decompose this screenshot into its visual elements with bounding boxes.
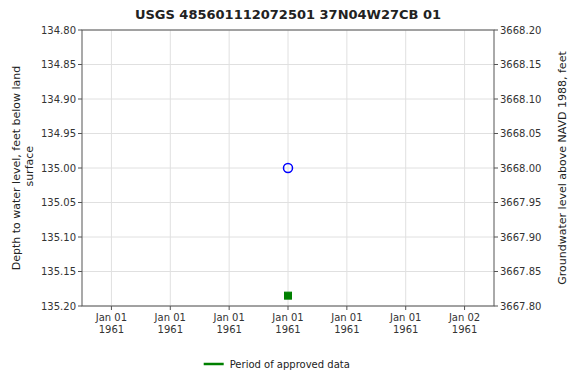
tick-label: 135.00 [41, 163, 76, 174]
tick [78, 133, 82, 134]
tick [288, 306, 289, 310]
grid-line [405, 30, 406, 306]
tick-label: 3668.05 [500, 128, 541, 139]
grid-line [346, 30, 347, 306]
tick [111, 306, 112, 310]
tick-label: 3667.95 [500, 197, 541, 208]
tick [494, 271, 498, 272]
tick [78, 64, 82, 65]
legend-label: Period of approved data [230, 359, 350, 370]
tick [494, 133, 498, 134]
tick [78, 202, 82, 203]
tick-label: Jan 011961 [330, 312, 362, 335]
tick [494, 99, 498, 100]
tick-label: 135.05 [41, 197, 76, 208]
tick [78, 237, 82, 238]
tick-label: 134.90 [41, 94, 76, 105]
tick [464, 306, 465, 310]
tick-label: 134.85 [41, 59, 76, 70]
tick-label: Jan 011961 [389, 312, 421, 335]
grid-line [464, 30, 465, 306]
marks [284, 164, 293, 300]
tick-label: 3668.00 [500, 163, 541, 174]
tick-label: 135.10 [41, 232, 76, 243]
tick-label: 134.95 [41, 128, 76, 139]
title: USGS 485601112072501 37N04W27CB 01 [135, 7, 441, 22]
axis-label: Groundwater level above NAVD 1988, feet [556, 51, 569, 285]
tick [494, 202, 498, 203]
tick [494, 306, 498, 307]
point [284, 164, 293, 173]
tick [78, 30, 82, 31]
tick [229, 306, 230, 310]
tick [494, 237, 498, 238]
tick [78, 271, 82, 272]
tick-label: 134.80 [41, 25, 76, 36]
tick-label: 3667.80 [500, 301, 541, 312]
tick-label: Jan 011961 [154, 312, 186, 335]
tick-label: 3668.15 [500, 59, 541, 70]
tick-label: Jan 011961 [212, 312, 244, 335]
tick-label: Jan 021961 [448, 312, 480, 335]
tick [78, 168, 82, 169]
x-axis: Jan 011961 Jan 011961 Jan 011961 Jan 011961… [95, 306, 480, 335]
tick [494, 30, 498, 31]
chart: 134.80 134.85 134.90 134.95 135.00 135.05 135.… [0, 0, 576, 384]
tick [78, 99, 82, 100]
tick-label: Jan 011961 [95, 312, 127, 335]
tick-label: 3668.20 [500, 25, 541, 36]
y2-axis: 3667.80 3667.85 3667.90 3667.95 3668.00 3668.… [494, 25, 541, 312]
legend-swatch [204, 363, 224, 366]
tick [494, 168, 498, 169]
tick [494, 64, 498, 65]
tick-label: 135.15 [41, 266, 76, 277]
tick [405, 306, 406, 310]
tick-label: Jan 011961 [271, 312, 303, 335]
tick-label: 135.20 [41, 301, 76, 312]
tick-label: 3667.85 [500, 266, 541, 277]
plot-frame [82, 30, 494, 306]
tick [170, 306, 171, 310]
point [285, 292, 292, 299]
tick [78, 306, 82, 307]
tick-label: 3667.90 [500, 232, 541, 243]
grid [82, 30, 494, 306]
grid-line [170, 30, 171, 306]
tick [346, 306, 347, 310]
axis-label: Depth to water level, feet below land su… [10, 66, 36, 271]
legend: Period of approved data [204, 359, 350, 370]
grid-line [229, 30, 230, 306]
y-axis: 134.80 134.85 134.90 134.95 135.00 135.05 135.… [41, 25, 82, 312]
grid-line [111, 30, 112, 306]
grid-line [288, 30, 289, 306]
tick-label: 3668.10 [500, 94, 541, 105]
plot-area [82, 30, 494, 306]
